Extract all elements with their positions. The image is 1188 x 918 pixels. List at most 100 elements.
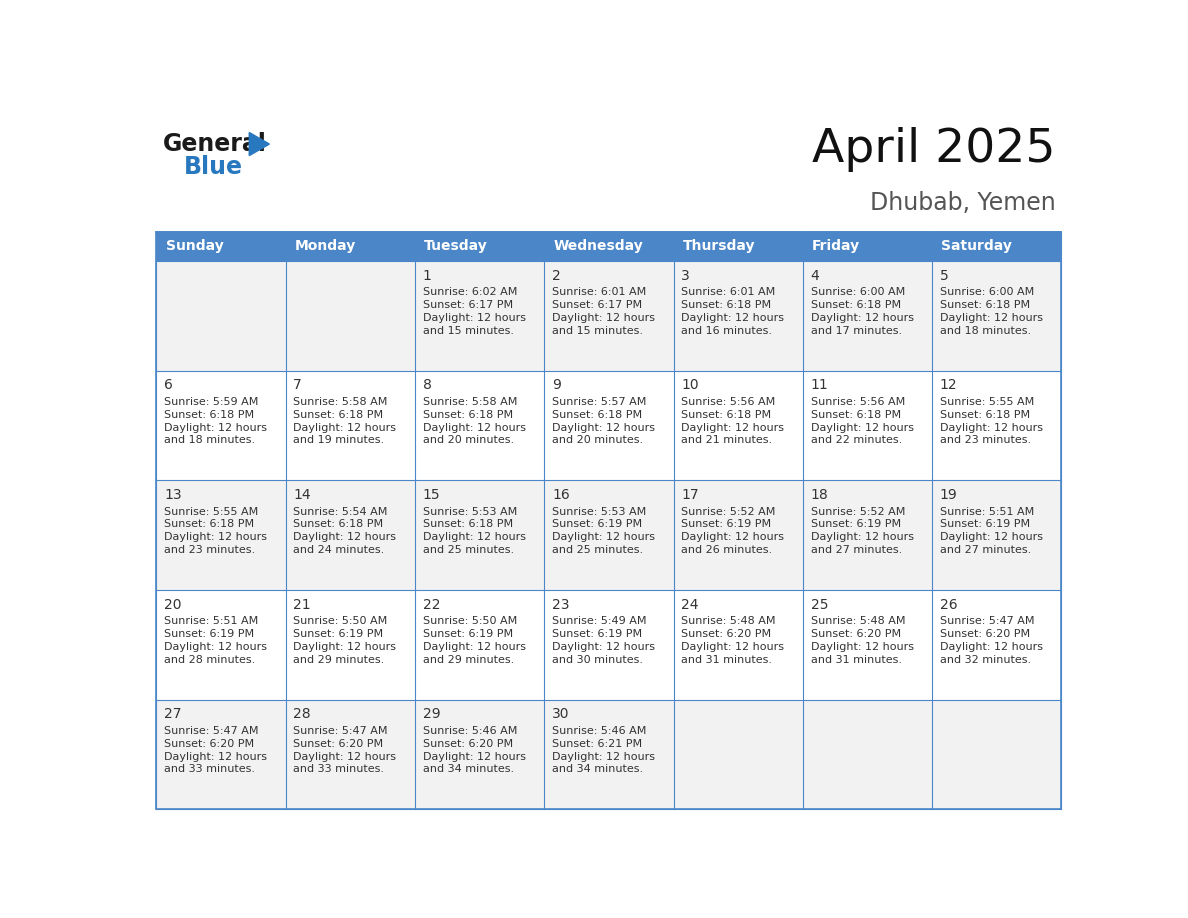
Text: 7: 7 xyxy=(293,378,302,392)
Text: Sunset: 6:20 PM: Sunset: 6:20 PM xyxy=(681,629,771,639)
Text: Sunrise: 5:51 AM: Sunrise: 5:51 AM xyxy=(940,507,1034,517)
Bar xyxy=(544,261,674,371)
Bar xyxy=(157,232,285,261)
Text: Sunrise: 6:02 AM: Sunrise: 6:02 AM xyxy=(423,287,517,297)
Text: Sunset: 6:17 PM: Sunset: 6:17 PM xyxy=(552,300,642,310)
Text: and 25 minutes.: and 25 minutes. xyxy=(423,545,513,555)
Text: Sunrise: 5:46 AM: Sunrise: 5:46 AM xyxy=(552,726,646,736)
Text: 14: 14 xyxy=(293,488,311,502)
Text: 9: 9 xyxy=(552,378,561,392)
Text: Sunrise: 5:47 AM: Sunrise: 5:47 AM xyxy=(293,726,387,736)
Bar xyxy=(415,590,544,700)
Text: Sunrise: 5:52 AM: Sunrise: 5:52 AM xyxy=(681,507,776,517)
Text: and 34 minutes.: and 34 minutes. xyxy=(552,765,643,775)
Text: and 15 minutes.: and 15 minutes. xyxy=(423,326,513,336)
Text: Daylight: 12 hours: Daylight: 12 hours xyxy=(293,752,397,762)
Bar xyxy=(415,371,544,480)
Bar xyxy=(803,232,933,261)
Text: Daylight: 12 hours: Daylight: 12 hours xyxy=(552,752,655,762)
Text: Daylight: 12 hours: Daylight: 12 hours xyxy=(164,532,267,543)
Text: Saturday: Saturday xyxy=(941,240,1012,253)
Bar xyxy=(544,700,674,810)
Text: Sunrise: 5:46 AM: Sunrise: 5:46 AM xyxy=(423,726,517,736)
Text: 28: 28 xyxy=(293,708,311,722)
Text: and 29 minutes.: and 29 minutes. xyxy=(293,655,385,665)
Text: and 15 minutes.: and 15 minutes. xyxy=(552,326,643,336)
Text: Sunset: 6:20 PM: Sunset: 6:20 PM xyxy=(293,739,384,749)
Text: Daylight: 12 hours: Daylight: 12 hours xyxy=(940,313,1043,323)
Text: Sunset: 6:20 PM: Sunset: 6:20 PM xyxy=(810,629,901,639)
Text: and 20 minutes.: and 20 minutes. xyxy=(552,435,643,445)
Text: Sunrise: 5:51 AM: Sunrise: 5:51 AM xyxy=(164,616,258,626)
Bar xyxy=(157,700,285,810)
Text: 8: 8 xyxy=(423,378,431,392)
Bar xyxy=(157,590,285,700)
Text: Daylight: 12 hours: Daylight: 12 hours xyxy=(423,313,525,323)
Text: Sunrise: 5:58 AM: Sunrise: 5:58 AM xyxy=(423,397,517,407)
Text: Sunset: 6:19 PM: Sunset: 6:19 PM xyxy=(164,629,254,639)
Text: Monday: Monday xyxy=(295,240,356,253)
Bar xyxy=(415,261,544,371)
Text: Daylight: 12 hours: Daylight: 12 hours xyxy=(423,422,525,432)
Text: Sunrise: 5:52 AM: Sunrise: 5:52 AM xyxy=(810,507,905,517)
Bar xyxy=(285,232,415,261)
Text: and 18 minutes.: and 18 minutes. xyxy=(164,435,255,445)
Text: Sunset: 6:18 PM: Sunset: 6:18 PM xyxy=(681,409,771,420)
Bar xyxy=(803,261,933,371)
Text: and 29 minutes.: and 29 minutes. xyxy=(423,655,514,665)
Text: Daylight: 12 hours: Daylight: 12 hours xyxy=(423,752,525,762)
Text: Sunset: 6:18 PM: Sunset: 6:18 PM xyxy=(552,409,642,420)
Text: Daylight: 12 hours: Daylight: 12 hours xyxy=(164,422,267,432)
Text: and 27 minutes.: and 27 minutes. xyxy=(940,545,1031,555)
Bar xyxy=(933,261,1061,371)
Text: 18: 18 xyxy=(810,488,828,502)
Text: 3: 3 xyxy=(681,269,690,283)
Text: 22: 22 xyxy=(423,598,440,611)
Text: Sunset: 6:18 PM: Sunset: 6:18 PM xyxy=(164,520,254,530)
Text: 17: 17 xyxy=(681,488,699,502)
Text: 25: 25 xyxy=(810,598,828,611)
Text: and 32 minutes.: and 32 minutes. xyxy=(940,655,1031,665)
Text: Sunrise: 5:57 AM: Sunrise: 5:57 AM xyxy=(552,397,646,407)
Bar xyxy=(544,590,674,700)
Text: Sunset: 6:21 PM: Sunset: 6:21 PM xyxy=(552,739,642,749)
Text: Sunset: 6:18 PM: Sunset: 6:18 PM xyxy=(293,520,384,530)
Text: Daylight: 12 hours: Daylight: 12 hours xyxy=(810,313,914,323)
Bar xyxy=(933,590,1061,700)
Text: Daylight: 12 hours: Daylight: 12 hours xyxy=(681,422,784,432)
Bar xyxy=(285,590,415,700)
Text: 29: 29 xyxy=(423,708,441,722)
Text: Sunrise: 5:53 AM: Sunrise: 5:53 AM xyxy=(552,507,646,517)
Text: 24: 24 xyxy=(681,598,699,611)
Text: Sunrise: 5:54 AM: Sunrise: 5:54 AM xyxy=(293,507,387,517)
Bar xyxy=(415,480,544,590)
Text: Daylight: 12 hours: Daylight: 12 hours xyxy=(552,313,655,323)
Bar xyxy=(674,590,803,700)
Text: Daylight: 12 hours: Daylight: 12 hours xyxy=(552,532,655,543)
Text: Sunset: 6:19 PM: Sunset: 6:19 PM xyxy=(552,629,642,639)
Text: Sunset: 6:18 PM: Sunset: 6:18 PM xyxy=(423,409,513,420)
Bar xyxy=(157,480,285,590)
Text: Sunrise: 5:48 AM: Sunrise: 5:48 AM xyxy=(810,616,905,626)
Text: Sunrise: 5:56 AM: Sunrise: 5:56 AM xyxy=(810,397,905,407)
Text: Sunrise: 5:50 AM: Sunrise: 5:50 AM xyxy=(293,616,387,626)
Text: and 17 minutes.: and 17 minutes. xyxy=(810,326,902,336)
Bar xyxy=(674,371,803,480)
Text: Sunset: 6:19 PM: Sunset: 6:19 PM xyxy=(681,520,771,530)
Text: and 28 minutes.: and 28 minutes. xyxy=(164,655,255,665)
Text: Wednesday: Wednesday xyxy=(554,240,643,253)
Text: Sunrise: 6:01 AM: Sunrise: 6:01 AM xyxy=(681,287,776,297)
Text: 13: 13 xyxy=(164,488,182,502)
Text: and 20 minutes.: and 20 minutes. xyxy=(423,435,513,445)
Text: Daylight: 12 hours: Daylight: 12 hours xyxy=(940,642,1043,652)
Bar xyxy=(285,261,415,371)
Text: Sunset: 6:18 PM: Sunset: 6:18 PM xyxy=(164,409,254,420)
Text: Sunset: 6:18 PM: Sunset: 6:18 PM xyxy=(940,409,1030,420)
Text: and 25 minutes.: and 25 minutes. xyxy=(552,545,643,555)
Text: Daylight: 12 hours: Daylight: 12 hours xyxy=(164,642,267,652)
Text: Daylight: 12 hours: Daylight: 12 hours xyxy=(681,532,784,543)
Text: and 27 minutes.: and 27 minutes. xyxy=(810,545,902,555)
Bar xyxy=(803,700,933,810)
Text: Daylight: 12 hours: Daylight: 12 hours xyxy=(552,422,655,432)
Text: Sunset: 6:19 PM: Sunset: 6:19 PM xyxy=(293,629,384,639)
